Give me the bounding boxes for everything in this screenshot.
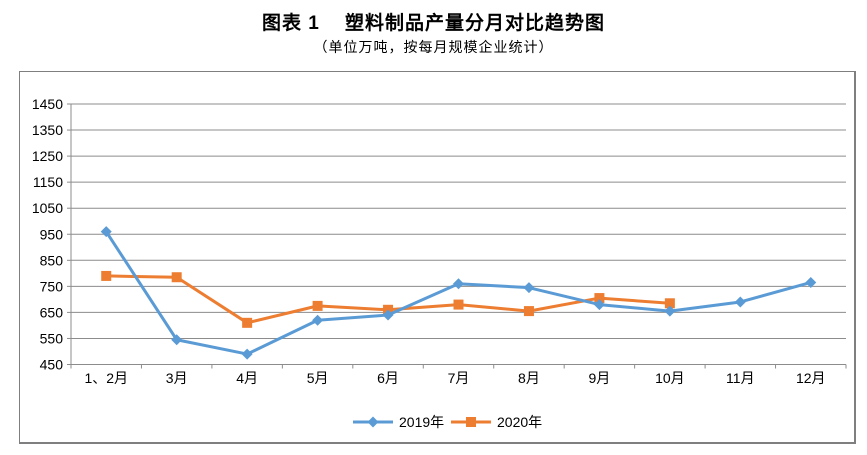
series-marker-2019年 [171, 334, 183, 346]
y-axis-label: 550 [40, 330, 64, 346]
legend-label: 2019年 [399, 414, 444, 430]
x-axis-label: 7月 [448, 370, 470, 386]
series-marker-2020年 [453, 299, 464, 310]
series-marker-2019年 [312, 314, 324, 326]
series-marker-2019年 [805, 276, 817, 288]
series-marker-2019年 [241, 348, 253, 360]
legend-label: 2020年 [497, 414, 542, 430]
series-marker-2019年 [523, 282, 535, 294]
series-marker-2019年 [382, 309, 394, 321]
series-marker-2019年 [453, 278, 464, 290]
x-axis-label: 9月 [589, 370, 611, 386]
y-axis-label: 850 [40, 252, 64, 268]
series-marker-2020年 [523, 306, 534, 317]
series-marker-2019年 [734, 296, 746, 308]
legend-swatch-marker [367, 416, 379, 428]
x-axis-label: 11月 [726, 370, 755, 386]
legend-swatch-marker [466, 417, 476, 427]
chart-title: 图表 1 塑料制品产量分月对比趋势图 [262, 13, 605, 34]
y-axis-label: 450 [40, 357, 64, 373]
trend-line-chart: 1450 1350 1250 1150 1050 950 850 750 650 550 450 1、… [32, 96, 847, 430]
x-axis-label: 10月 [655, 370, 685, 386]
series-line-2019年 [104, 230, 812, 356]
x-axis-label: 1、2月 [84, 370, 128, 386]
y-axis-label: 1150 [33, 174, 63, 190]
y-axis-label: 1450 [32, 96, 63, 112]
y-axis-label: 650 [40, 304, 64, 320]
x-axis-label: 6月 [377, 370, 399, 386]
series-marker-2019年 [593, 299, 605, 311]
series-marker-2020年 [664, 298, 675, 309]
y-axis-label: 950 [40, 226, 64, 242]
series-marker-2020年 [594, 293, 605, 304]
chart-subtitle: （单位万吨，按每月规模企业统计） [313, 39, 554, 55]
x-axis-label: 3月 [166, 370, 188, 386]
y-axis-label: 1350 [32, 122, 63, 138]
chart-frame: 1450 1350 1250 1150 1050 950 850 750 650 550 450 1、… [19, 71, 856, 444]
series-marker-2020年 [242, 317, 253, 328]
series-marker-2020年 [101, 270, 112, 281]
y-axis-label: 750 [40, 278, 64, 294]
y-axis-label: 1250 [32, 148, 63, 164]
series-marker-2020年 [171, 272, 182, 283]
series-marker-2019年 [664, 305, 676, 317]
x-axis-label: 12月 [796, 370, 826, 386]
y-axis-label: 1050 [32, 200, 63, 216]
x-axis-label: 4月 [236, 370, 258, 386]
series-marker-2019年 [100, 226, 112, 238]
x-axis-label: 8月 [518, 370, 540, 386]
series-marker-2020年 [312, 300, 323, 311]
x-axis-label: 5月 [307, 370, 329, 386]
